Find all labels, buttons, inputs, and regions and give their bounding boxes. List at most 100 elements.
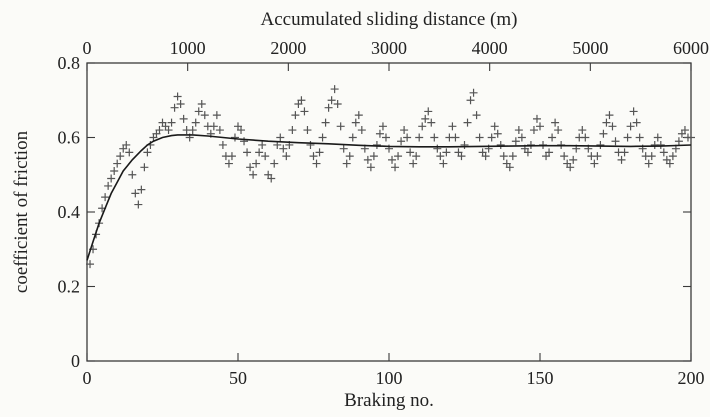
fit-curve-group [86,134,692,261]
x-tick-label: 0 [83,368,92,388]
x2-tick-label: 3000 [371,38,407,58]
data-point-marker [110,167,119,176]
data-point-marker [348,133,357,142]
data-point-marker [545,148,554,157]
data-point-marker [457,152,466,161]
data-point-marker [596,140,605,149]
data-point-marker [140,163,149,172]
data-point-marker [536,122,544,131]
data-point-marker [191,118,200,127]
data-point-marker [427,118,436,127]
data-point-marker [321,118,330,127]
data-point-marker [137,185,146,194]
data-point-marker [339,144,348,153]
y-tick-label: 0.4 [58,202,81,222]
data-point-marker [569,155,578,164]
data-point-marker [116,152,125,161]
data-point-marker [508,152,517,161]
data-point-marker [330,85,339,94]
data-point-marker [86,260,95,269]
x-tick-label: 200 [678,368,705,388]
data-point-marker [608,122,617,131]
data-point-marker [101,193,110,202]
data-point-marker [620,148,629,157]
data-point-marker [143,148,152,157]
data-point-marker [430,133,439,142]
x-tick-label: 150 [527,368,554,388]
data-point-marker [246,163,255,172]
data-point-marker [593,152,602,161]
fit-curve [86,134,692,261]
data-point-marker [602,118,611,127]
x2-axis: 0 1000 2000 3000 4000 5000 6000 [83,38,709,71]
data-point-marker [333,99,342,108]
data-point-marker [324,103,333,112]
data-point-marker [212,111,221,120]
data-point-marker [218,140,227,149]
data-point-marker [490,122,499,131]
y-tick-label: 0.6 [58,128,81,148]
data-point-marker [599,129,608,138]
data-point-marker [481,152,490,161]
data-point-marker [590,159,599,168]
data-point-marker [354,111,363,120]
data-point-marker [611,137,620,146]
data-point-marker [397,137,406,146]
data-point-marker [363,155,372,164]
data-point-marker [403,133,412,142]
data-point-marker [496,140,505,149]
data-point-marker [230,133,239,142]
data-point-marker [463,118,472,127]
data-point-marker [505,163,514,172]
data-point-marker [566,163,575,172]
data-point-marker [170,103,179,112]
data-point-marker [635,133,644,142]
data-point-marker [288,126,297,135]
x-axis: 0 50 100 150 200 [83,353,705,388]
data-point-marker [327,96,336,105]
data-point-marker [134,200,143,209]
data-point-marker [472,111,481,120]
data-point-marker [243,148,252,157]
data-point-marker [176,99,185,108]
data-point-marker [240,137,249,146]
data-point-marker [532,114,541,123]
data-point-marker [439,159,448,168]
data-point-marker [412,152,421,161]
data-point-marker [224,159,233,168]
data-point-marker [418,122,427,131]
data-point-marker [131,189,140,198]
y-axis: 0 0.2 0.4 0.6 0.8 [58,53,691,371]
data-point-marker [617,155,626,164]
data-point-marker [548,133,557,142]
data-point-marker [523,148,532,157]
data-point-marker [309,152,318,161]
data-point-marker [315,148,324,157]
data-point-marker [578,126,587,135]
data-point-marker [391,163,400,172]
data-point-marker [656,140,665,149]
data-point-marker [300,107,309,116]
data-point-marker [665,159,674,168]
data-point-marker [197,99,206,108]
data-point-marker [680,126,689,135]
data-point-marker [687,133,695,142]
data-point-marker [258,140,267,149]
data-point-marker [252,159,261,168]
data-point-marker [526,140,535,149]
data-point-marker [179,114,188,123]
data-point-marker [369,152,378,161]
data-point-marker [632,118,641,127]
data-point-marker [104,181,113,190]
data-point-marker [375,129,384,138]
data-point-marker [433,144,442,153]
data-point-marker [366,163,375,172]
data-point-marker [460,140,469,149]
data-point-marker [647,152,656,161]
data-point-marker [276,133,285,142]
data-point-marker [372,140,381,149]
data-point-marker [345,152,354,161]
data-point-marker [173,92,182,101]
data-point-marker [297,96,306,105]
